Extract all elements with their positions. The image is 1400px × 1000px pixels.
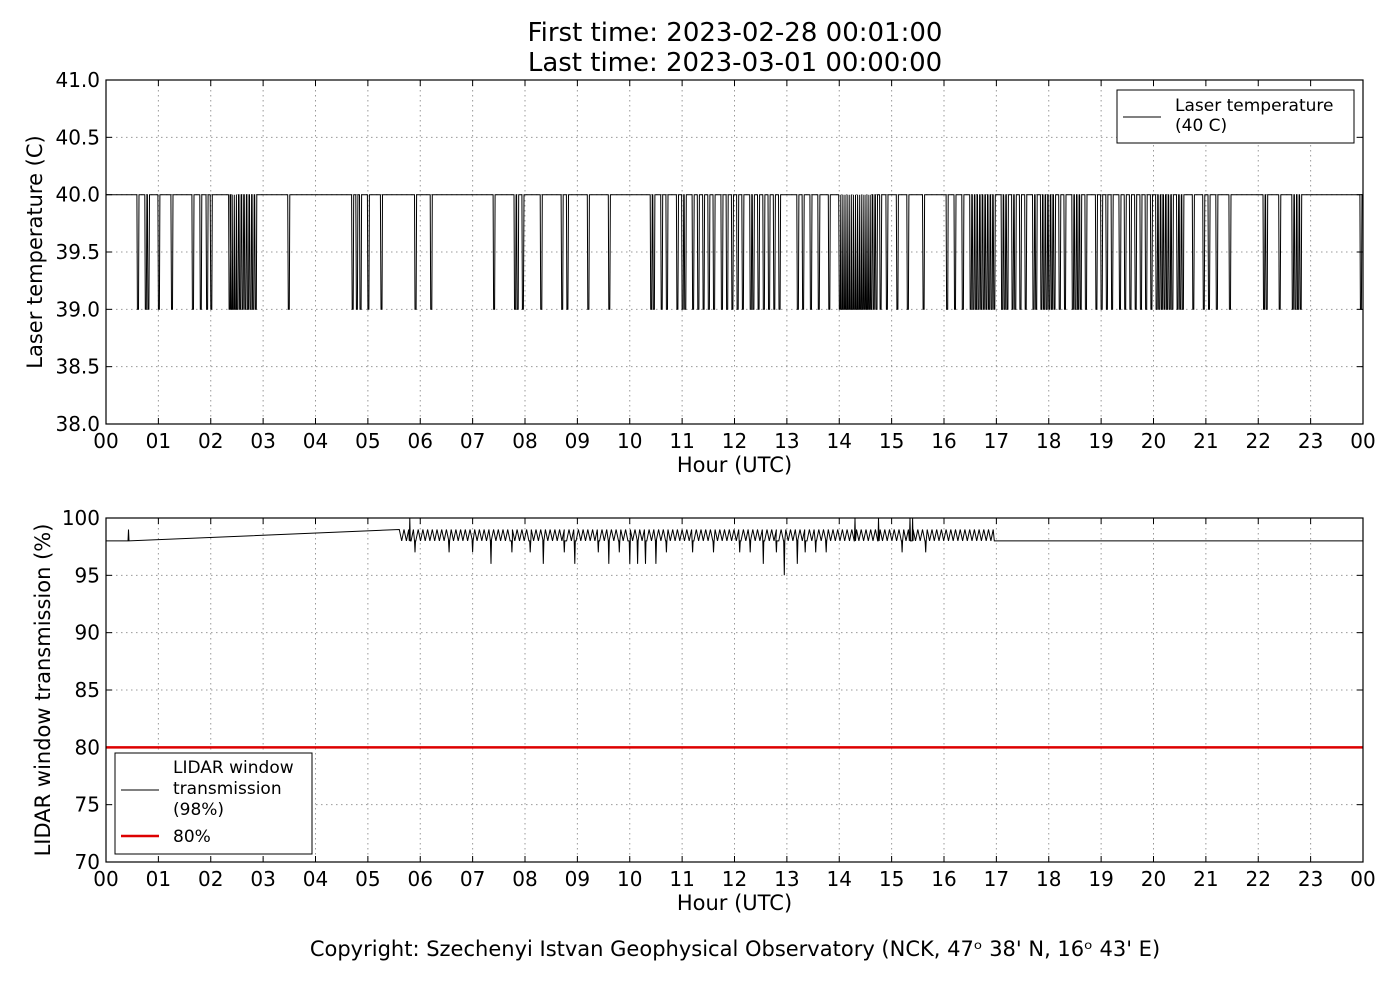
x-tick-label: 21 (1193, 867, 1218, 891)
chart-title-first-time: First time: 2023-02-28 00:01:00 (527, 18, 943, 48)
legend-label-lidar: (98%) (173, 800, 224, 820)
x-tick-label: 02 (198, 867, 223, 891)
series-line-lidar-transmission (106, 517, 1363, 576)
x-tick-label: 00 (93, 867, 118, 891)
y-tick-label: 38.0 (55, 412, 100, 436)
x-tick-label: 06 (408, 867, 433, 891)
x-tick-label: 17 (984, 429, 1009, 453)
x-tick-label: 13 (774, 867, 799, 891)
x-tick-label: 18 (1036, 429, 1061, 453)
y-tick-label: 40.5 (55, 125, 100, 149)
y-tick-label: 41.0 (55, 68, 100, 92)
y-tick-label: 90 (75, 621, 100, 645)
x-tick-label: 04 (303, 867, 328, 891)
x-tick-label: 07 (460, 867, 485, 891)
x-tick-label: 08 (512, 429, 537, 453)
y-tick-label: 38.5 (55, 355, 100, 379)
x-tick-label: 17 (984, 867, 1009, 891)
x-tick-label: 11 (669, 429, 694, 453)
x-tick-label: 04 (303, 429, 328, 453)
x-tick-label: 00 (1350, 429, 1375, 453)
x-tick-label: 16 (931, 429, 956, 453)
x-tick-label: 16 (931, 867, 956, 891)
x-tick-label: 05 (355, 867, 380, 891)
y-tick-label: 100 (62, 506, 100, 530)
y-tick-label: 40.0 (55, 183, 100, 207)
x-tick-label: 15 (879, 867, 904, 891)
x-tick-label: 01 (146, 867, 171, 891)
x-tick-label: 06 (408, 429, 433, 453)
x-tick-label: 22 (1246, 867, 1271, 891)
x-tick-label: 02 (198, 429, 223, 453)
y-tick-label: 80 (75, 735, 100, 759)
x-tick-label: 20 (1141, 429, 1166, 453)
x-axis-label: Hour (UTC) (677, 891, 792, 915)
plot-frame (105, 79, 1364, 425)
x-tick-label: 20 (1141, 867, 1166, 891)
copyright-footer: Copyright: Szechenyi Istvan Geophysical … (309, 937, 1161, 961)
chart-title-last-time: Last time: 2023-03-01 00:00:00 (527, 48, 943, 78)
x-tick-label: 18 (1036, 867, 1061, 891)
y-tick-label: 39.0 (55, 297, 100, 321)
series-line-laser-temperature (106, 194, 1363, 310)
y-tick-label: 85 (75, 678, 100, 702)
x-tick-label: 19 (1088, 429, 1113, 453)
y-tick-label: 95 (75, 563, 100, 587)
x-tick-label: 00 (1350, 867, 1375, 891)
y-tick-label: 70 (75, 850, 100, 874)
x-tick-label: 09 (565, 867, 590, 891)
chart-panel-2: 00 01 02 03 04 05 06 07 08 09 10 11 12 13 14 15 16 17 18 19… (31, 506, 1376, 915)
x-tick-label: 12 (722, 867, 747, 891)
x-tick-label: 10 (617, 429, 642, 453)
x-tick-label: 19 (1088, 867, 1113, 891)
x-tick-label: 21 (1193, 429, 1218, 453)
x-tick-label: 15 (879, 429, 904, 453)
legend: Laser temperature(40 C) (1116, 89, 1355, 144)
y-tick-label: 39.5 (55, 240, 100, 264)
x-tick-label: 22 (1246, 429, 1271, 453)
x-tick-label: 07 (460, 429, 485, 453)
x-tick-label: 00 (93, 429, 118, 453)
plot-frame (105, 517, 1364, 863)
x-tick-label: 23 (1298, 867, 1323, 891)
x-tick-label: 03 (250, 867, 275, 891)
legend-label-lidar: LIDAR window (173, 758, 294, 778)
x-tick-label: 08 (512, 867, 537, 891)
x-tick-label: 05 (355, 429, 380, 453)
x-tick-label: 03 (250, 429, 275, 453)
legend-label-laser: Laser temperature (1175, 96, 1333, 116)
x-tick-label: 10 (617, 867, 642, 891)
x-axis-label: Hour (UTC) (677, 453, 792, 477)
x-tick-label: 09 (565, 429, 590, 453)
legend-label-laser: (40 C) (1175, 116, 1227, 136)
x-tick-label: 13 (774, 429, 799, 453)
legend-label-lidar: transmission (173, 779, 282, 799)
x-tick-label: 12 (722, 429, 747, 453)
y-tick-label: 75 (75, 793, 100, 817)
chart-panel-1: 00 01 02 03 04 05 06 07 08 09 10 11 12 13 14 15 16 17 18 19… (23, 68, 1376, 477)
x-tick-label: 11 (669, 867, 694, 891)
legend-label-80: 80% (173, 827, 211, 847)
x-tick-label: 14 (827, 429, 852, 453)
y-axis-label: Laser temperature (C) (23, 135, 47, 368)
x-tick-label: 14 (827, 867, 852, 891)
x-tick-label: 01 (146, 429, 171, 453)
y-axis-label: LIDAR window transmission (%) (31, 524, 55, 857)
x-tick-label: 23 (1298, 429, 1323, 453)
